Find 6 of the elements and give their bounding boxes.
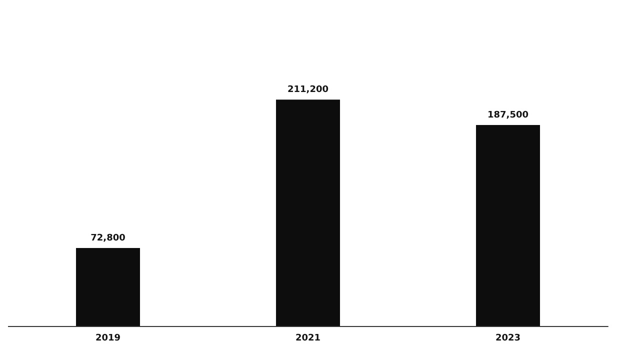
x-tick-label: 2023 (495, 334, 521, 344)
data-label: 211,200 (288, 85, 328, 96)
data-label: 187,500 (488, 110, 528, 120)
x-tick-label: 2021 (295, 334, 321, 344)
data-label: 72,800 (90, 233, 126, 244)
x-tick-label: 2019 (95, 334, 121, 344)
